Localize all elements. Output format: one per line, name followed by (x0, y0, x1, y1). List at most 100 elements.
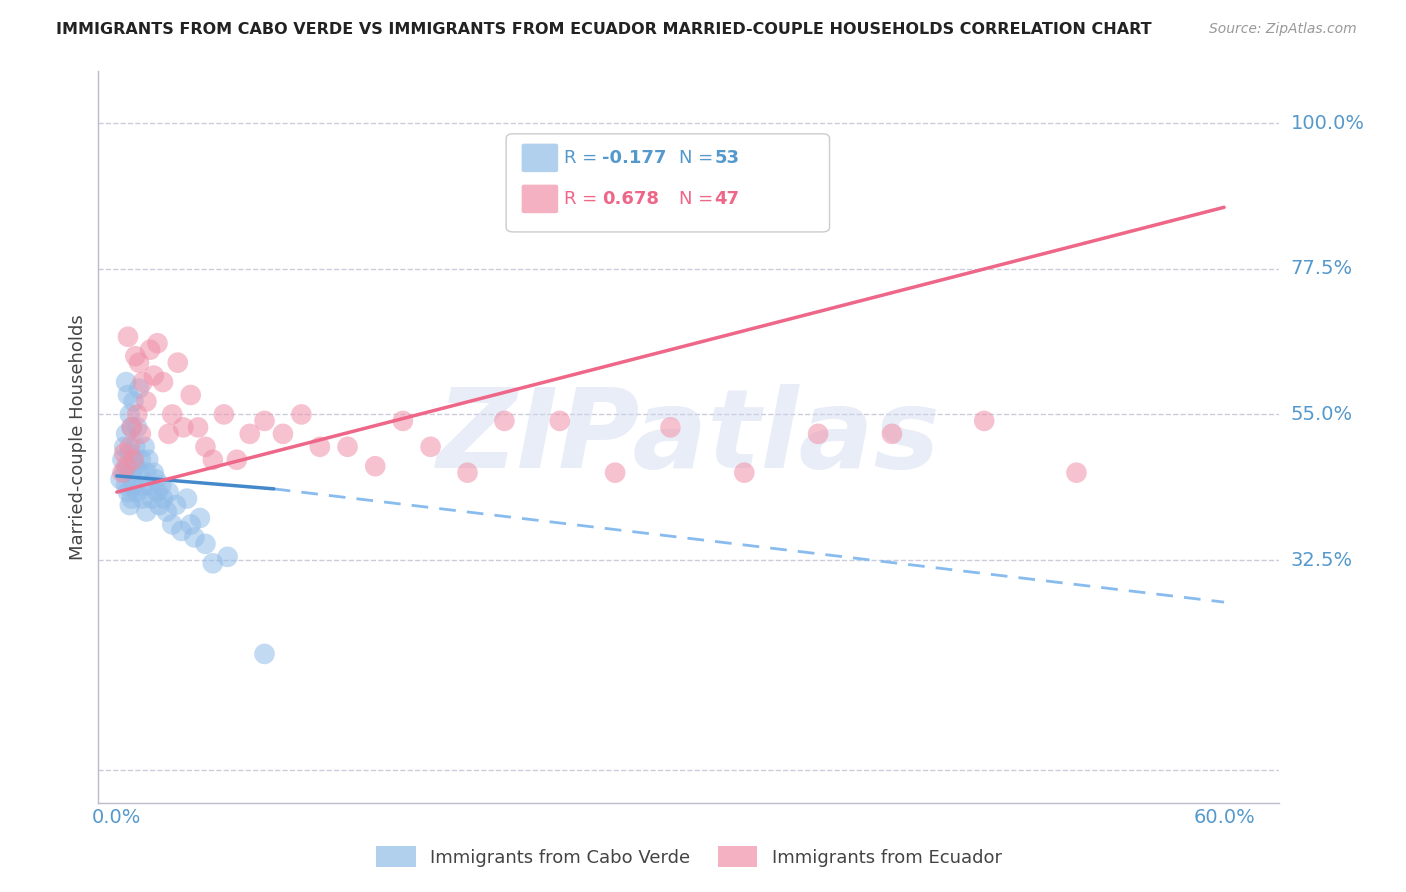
Point (136, 452, 159, 467)
Point (457, 466, 479, 480)
Point (118, 498, 141, 512)
Point (880, 426, 903, 441)
Point (132, 375, 155, 389)
Point (807, 426, 830, 441)
Point (127, 408, 149, 422)
Point (225, 452, 247, 467)
Point (128, 466, 150, 480)
Point (239, 426, 262, 441)
Point (122, 452, 145, 467)
Point (148, 498, 170, 512)
Point (135, 394, 157, 409)
Point (124, 349, 146, 363)
Point (336, 440, 359, 454)
Point (112, 466, 135, 480)
Point (128, 356, 150, 370)
Point (117, 485, 139, 500)
Text: N =: N = (679, 190, 718, 208)
Point (110, 472, 132, 486)
Text: -0.177: -0.177 (602, 149, 666, 167)
Point (605, 466, 627, 480)
Point (194, 537, 217, 551)
Point (139, 343, 162, 357)
Text: 53: 53 (714, 149, 740, 167)
Point (112, 446, 135, 460)
Point (180, 388, 202, 402)
Point (271, 426, 294, 441)
Point (129, 426, 152, 441)
Point (115, 478, 138, 492)
Point (157, 485, 180, 500)
Point (135, 504, 157, 518)
Point (146, 485, 169, 500)
Point (117, 459, 139, 474)
Point (194, 440, 217, 454)
Text: R =: R = (564, 190, 603, 208)
Point (115, 459, 138, 474)
Point (132, 491, 155, 506)
Point (152, 375, 174, 389)
Text: 100.0%: 100.0% (1291, 113, 1365, 133)
Point (166, 356, 188, 370)
Point (1066, 466, 1088, 480)
Point (142, 466, 165, 480)
Point (212, 408, 235, 422)
Point (162, 517, 183, 532)
Point (124, 440, 146, 454)
Point (309, 440, 332, 454)
Point (121, 491, 143, 506)
Point (659, 420, 682, 434)
Point (187, 420, 209, 434)
Text: 32.5%: 32.5% (1291, 550, 1353, 570)
Text: 47: 47 (714, 190, 740, 208)
Point (122, 478, 145, 492)
Text: Source: ZipAtlas.com: Source: ZipAtlas.com (1209, 22, 1357, 37)
Legend: Immigrants from Cabo Verde, Immigrants from Ecuador: Immigrants from Cabo Verde, Immigrants f… (368, 839, 1010, 874)
Point (132, 478, 155, 492)
Point (139, 478, 162, 492)
Point (253, 414, 276, 428)
Point (253, 647, 276, 661)
Text: N =: N = (679, 149, 718, 167)
Point (165, 498, 187, 512)
Point (392, 414, 415, 428)
Point (180, 517, 202, 532)
Point (733, 466, 755, 480)
Point (135, 466, 157, 480)
Point (111, 452, 134, 467)
Point (129, 452, 152, 467)
Point (118, 408, 141, 422)
Point (124, 459, 146, 474)
Point (141, 491, 163, 506)
Point (117, 330, 139, 344)
Point (142, 368, 165, 383)
Point (134, 440, 156, 454)
Point (112, 440, 135, 454)
Text: 77.5%: 77.5% (1291, 260, 1353, 278)
Point (115, 375, 138, 389)
Point (494, 414, 516, 428)
Point (419, 440, 441, 454)
Point (152, 491, 174, 506)
Point (548, 414, 571, 428)
Point (176, 491, 198, 506)
Point (156, 504, 179, 518)
Point (145, 472, 167, 486)
Point (217, 549, 239, 564)
Point (157, 426, 180, 441)
Point (122, 394, 145, 409)
Point (127, 420, 149, 434)
Point (188, 511, 211, 525)
Point (201, 557, 224, 571)
Point (973, 414, 995, 428)
Text: R =: R = (564, 149, 603, 167)
Point (162, 408, 183, 422)
Point (111, 466, 134, 480)
Text: ZIPatlas: ZIPatlas (437, 384, 941, 491)
Point (118, 440, 141, 454)
Text: IMMIGRANTS FROM CABO VERDE VS IMMIGRANTS FROM ECUADOR MARRIED-COUPLE HOUSEHOLDS : IMMIGRANTS FROM CABO VERDE VS IMMIGRANTS… (56, 22, 1152, 37)
Point (364, 459, 387, 474)
Point (121, 420, 143, 434)
Text: 55.0%: 55.0% (1291, 405, 1353, 424)
Point (150, 478, 173, 492)
